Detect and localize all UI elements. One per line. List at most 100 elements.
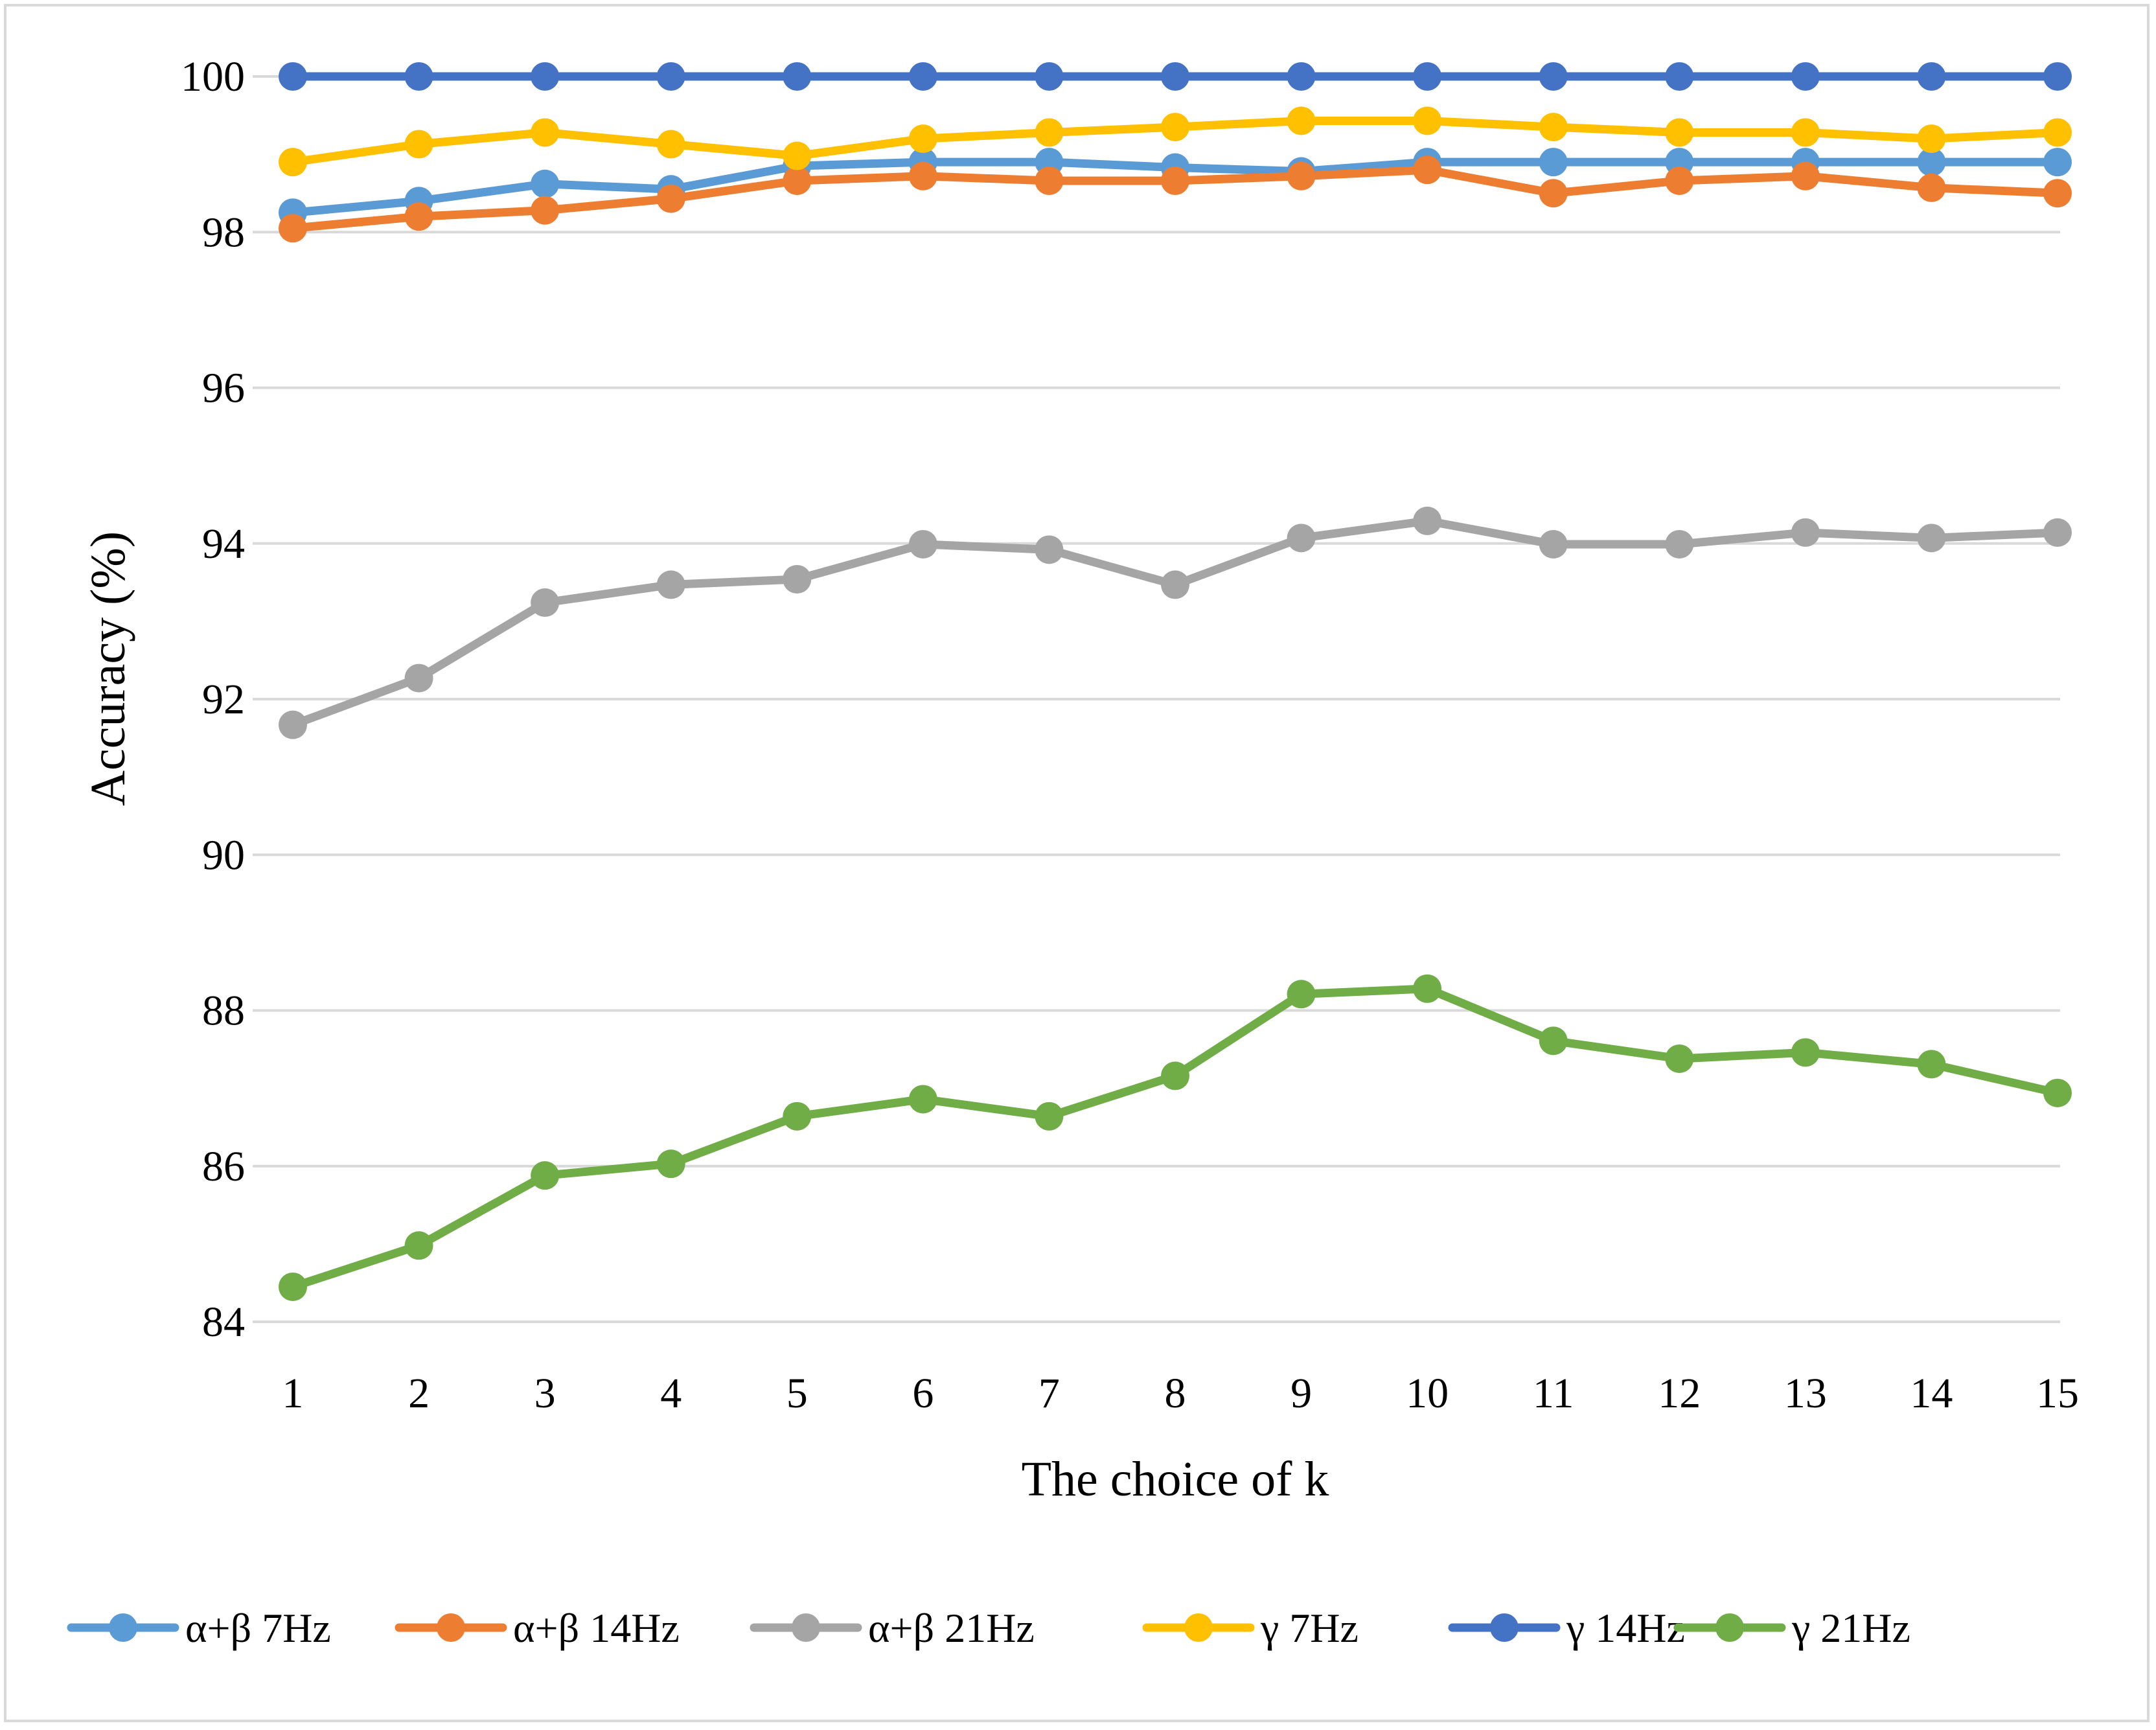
gridlines — [253, 75, 2060, 1323]
data-point — [1035, 62, 1064, 91]
legend-label-0: α+β 7Hz — [185, 1605, 331, 1651]
data-point — [1035, 1101, 1064, 1131]
data-point — [908, 124, 937, 154]
data-point — [1665, 118, 1694, 147]
data-point — [1161, 166, 1189, 195]
data-point — [279, 1272, 307, 1301]
data-point — [1665, 529, 1694, 559]
data-point — [404, 663, 433, 693]
data-point — [1161, 113, 1189, 142]
data-point — [1791, 1038, 1820, 1067]
data-point — [783, 565, 812, 594]
data-point — [1161, 570, 1189, 599]
x-tick-label: 3 — [534, 1370, 556, 1417]
legend-label-2: α+β 21Hz — [868, 1605, 1035, 1651]
data-point — [1287, 524, 1316, 553]
y-tick-label: 94 — [202, 520, 245, 568]
data-point — [656, 184, 685, 213]
x-tick-label: 1 — [282, 1370, 304, 1417]
y-axis-title: Accuracy (%) — [81, 531, 135, 806]
x-tick-label: 2 — [408, 1370, 430, 1417]
data-point — [1791, 161, 1820, 190]
data-point — [531, 169, 560, 198]
data-point — [404, 62, 433, 91]
data-point — [1413, 62, 1442, 91]
y-tick-label: 92 — [202, 676, 245, 723]
y-tick-label: 100 — [181, 53, 245, 100]
x-tick-label: 7 — [1038, 1370, 1060, 1417]
x-tick-label: 12 — [1658, 1370, 1701, 1417]
data-point — [1665, 62, 1694, 91]
data-point — [1035, 118, 1064, 147]
data-point — [1161, 1061, 1189, 1090]
data-point — [908, 161, 937, 190]
data-point — [1791, 62, 1820, 91]
data-point — [908, 1085, 937, 1114]
y-tick-label: 84 — [202, 1298, 245, 1346]
data-point — [1413, 506, 1442, 535]
data-point — [1161, 62, 1189, 91]
data-point — [2043, 62, 2072, 91]
data-point — [1791, 518, 1820, 547]
data-point — [2043, 1078, 2072, 1107]
data-point — [1917, 524, 1946, 553]
data-point — [656, 1149, 685, 1179]
legend: α+β 7Hz α+β 14Hz α+β 21Hz γ 7Hz γ 14Hz γ 21Hz — [67, 1605, 1910, 1651]
data-point — [1035, 535, 1064, 564]
data-point — [1539, 529, 1568, 559]
data-point — [279, 62, 307, 91]
data-point — [404, 202, 433, 231]
data-point — [1917, 148, 1946, 177]
x-tick-label: 8 — [1165, 1370, 1186, 1417]
data-point — [1287, 62, 1316, 91]
y-tick-label: 88 — [202, 987, 245, 1035]
x-tick-label: 9 — [1290, 1370, 1312, 1417]
x-tick-labels: 1 2 3 4 5 6 7 8 9 10 11 12 13 14 15 — [282, 1370, 2080, 1417]
data-point — [783, 141, 812, 170]
legend-marker-0 — [109, 1613, 137, 1642]
data-point — [2043, 518, 2072, 547]
x-tick-label: 4 — [660, 1370, 682, 1417]
data-point — [908, 62, 937, 91]
data-point — [404, 1231, 433, 1260]
y-tick-labels: 84 86 88 90 92 94 96 98 100 — [181, 53, 245, 1346]
data-point — [404, 130, 433, 159]
y-tick-label: 86 — [202, 1143, 245, 1190]
data-point — [531, 588, 560, 617]
data-point — [908, 529, 937, 559]
data-point — [1665, 166, 1694, 195]
data-point — [1539, 62, 1568, 91]
legend-marker-1 — [437, 1613, 465, 1642]
x-tick-label: 13 — [1784, 1370, 1827, 1417]
data-point — [1917, 1050, 1946, 1079]
legend-label-3: γ 7Hz — [1260, 1605, 1359, 1651]
x-tick-label: 5 — [786, 1370, 808, 1417]
data-point — [1287, 106, 1316, 135]
data-point — [1413, 974, 1442, 1003]
data-point — [783, 62, 812, 91]
data-point — [2043, 148, 2072, 177]
data-point — [1287, 980, 1316, 1009]
data-point — [1539, 179, 1568, 208]
data-point — [1917, 62, 1946, 91]
data-point — [279, 148, 307, 177]
series-line-2 — [288, 516, 2062, 730]
x-tick-label: 6 — [912, 1370, 934, 1417]
data-point — [531, 1161, 560, 1190]
data-point — [1791, 118, 1820, 147]
legend-label-5: γ 21Hz — [1791, 1605, 1910, 1651]
data-point — [279, 710, 307, 739]
data-point — [656, 570, 685, 599]
x-tick-label: 15 — [2036, 1370, 2079, 1417]
data-point — [2043, 179, 2072, 208]
legend-label-4: γ 14Hz — [1566, 1605, 1685, 1651]
x-tick-label: 14 — [1910, 1370, 1953, 1417]
data-point — [1413, 156, 1442, 185]
data-point — [531, 118, 560, 147]
legend-marker-2 — [792, 1613, 820, 1642]
data-point — [1917, 124, 1946, 154]
data-point — [783, 1101, 812, 1131]
data-point — [1539, 113, 1568, 142]
data-point — [1539, 1026, 1568, 1055]
